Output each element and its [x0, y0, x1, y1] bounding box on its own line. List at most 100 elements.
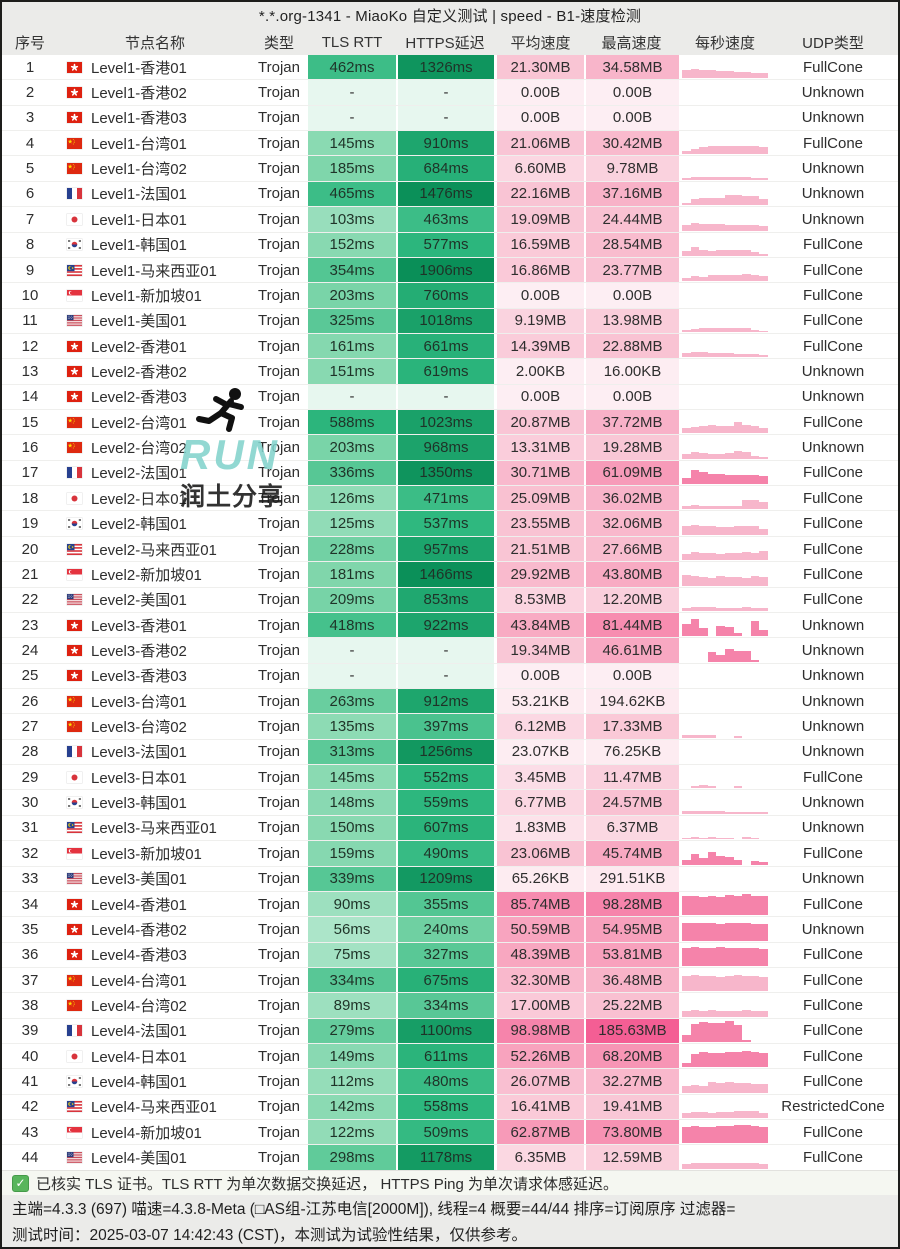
tls-rtt-cell: 150ms [308, 815, 396, 841]
node-name: Level2-香港03 [91, 389, 187, 407]
node-name-cell: Level3-日本01 [58, 765, 252, 789]
table-row: 8 Level1-韩国01 Trojan 152ms 577ms 16.59MB 28.54… [2, 232, 898, 258]
max-speed-cell: 11.47MB [584, 765, 679, 790]
speed-histogram [682, 133, 768, 155]
speed-histogram [682, 412, 768, 434]
node-name: Level2-台湾01 [91, 414, 187, 432]
protocol-type: Trojan [258, 388, 300, 406]
table-row: 6 Level1-法国01 Trojan 465ms 1476ms 22.16MB 37.1… [2, 181, 898, 208]
table-row: 7 Level1-日本01 Trojan 103ms 463ms 19.09MB 24.44… [2, 207, 898, 233]
tls-rtt-cell: 228ms [308, 536, 396, 562]
row-index: 21 [21, 565, 39, 583]
row-index: 22 [21, 591, 39, 609]
node-name-cell: Level3-新加坡01 [58, 841, 252, 865]
speed-histogram [682, 793, 768, 814]
table-row: 41 Level4-韩国01 Trojan 112ms 480ms 26.07MB 32.2… [2, 1069, 898, 1095]
protocol-type: Trojan [258, 515, 300, 533]
tls-rtt-cell: 263ms [308, 688, 396, 714]
row-index: 2 [25, 84, 35, 102]
tls-rtt-cell: 181ms [308, 562, 396, 587]
protocol-type: Trojan [258, 58, 300, 76]
flag-hk-icon [67, 898, 82, 910]
speed-histogram [682, 235, 768, 256]
table-row: 3 Level1-香港03 Trojan - -0.00B 0.00B Unknown [2, 105, 898, 132]
avg-speed-cell: 3.45MB [497, 765, 584, 790]
max-speed-cell: 16.00KB [584, 359, 679, 384]
speed-histogram [682, 844, 768, 865]
speed-histogram [682, 159, 768, 180]
https-ping-cell: 327ms [396, 942, 494, 967]
avg-speed-cell: 25.09MB [497, 486, 584, 511]
https-ping-cell: 490ms [396, 841, 494, 866]
node-name-cell: Level4-香港03 [58, 943, 252, 967]
table-row: 23 Level3-香港01 Trojan 418ms 922ms 43.84MB 81.4… [2, 612, 898, 639]
protocol-type: Trojan [258, 1073, 300, 1091]
flag-tw-icon [67, 137, 82, 149]
row-index: 37 [21, 971, 39, 989]
per-second-speed-cell [682, 309, 768, 333]
flag-my-icon [67, 543, 82, 555]
tls-rtt-cell: 89ms [308, 993, 396, 1018]
https-ping-cell: 463ms [396, 207, 494, 232]
avg-speed-cell: 98.98MB [497, 1018, 584, 1044]
per-second-speed-cell [682, 1044, 768, 1068]
flag-jp-icon [67, 1050, 82, 1062]
table-row: 42 Level4-马来西亚01 Trojan 142ms 558ms 16.41MB 19… [2, 1094, 898, 1121]
https-ping-cell: 1018ms [396, 308, 494, 333]
per-second-speed-cell [682, 537, 768, 561]
per-second-speed-cell [682, 359, 768, 383]
node-name: Level1-香港02 [91, 85, 187, 103]
protocol-type: Trojan [258, 996, 300, 1014]
per-second-speed-cell [682, 435, 768, 459]
node-name-cell: Level2-台湾02 [58, 435, 252, 459]
protocol-type: Trojan [258, 920, 300, 938]
node-name-cell: Level1-马来西亚01 [58, 258, 252, 282]
node-name: Level2-美国01 [91, 592, 187, 610]
avg-speed-cell: 23.06MB [497, 841, 584, 866]
https-ping-cell: 552ms [396, 765, 494, 790]
tls-rtt-cell: - [308, 80, 396, 105]
row-index: 8 [25, 236, 35, 254]
table-row: 9 Level1-马来西亚01 Trojan 354ms 1906ms 16.86MB 23… [2, 257, 898, 284]
speed-histogram [682, 996, 768, 1017]
tls-rtt-cell: 161ms [308, 333, 396, 359]
protocol-type: Trojan [258, 362, 300, 380]
tls-rtt-cell: - [308, 105, 396, 131]
table-row: 21 Level2-新加坡01 Trojan 181ms 1466ms 29.92MB 43… [2, 562, 898, 588]
node-name: Level4-香港01 [91, 896, 187, 914]
node-name: Level2-香港02 [91, 363, 187, 381]
udp-type-cell: Unknown [801, 210, 865, 228]
node-name: Level1-马来西亚01 [91, 262, 217, 280]
tls-rtt-cell: 135ms [308, 714, 396, 739]
row-index: 30 [21, 794, 39, 812]
https-ping-cell: 853ms [396, 587, 494, 612]
per-second-speed-cell [682, 410, 768, 434]
avg-speed-cell: 13.31MB [497, 435, 584, 460]
max-speed-cell: 22.88MB [584, 333, 679, 359]
protocol-type: Trojan [258, 312, 300, 330]
row-index: 1 [25, 58, 35, 76]
udp-type-cell: Unknown [801, 616, 865, 634]
flag-sg-icon [67, 1126, 82, 1138]
node-name: Level3-美国01 [91, 871, 187, 889]
udp-type-cell: RestrictedCone [781, 1098, 885, 1116]
protocol-type: Trojan [258, 946, 300, 964]
tls-rtt-cell: 126ms [308, 486, 396, 511]
row-index: 10 [21, 286, 39, 304]
table-row: 19 Level2-韩国01 Trojan 125ms 537ms 23.55MB 32.0… [2, 511, 898, 537]
table-row: 32 Level3-新加坡01 Trojan 159ms 490ms 23.06MB 45.… [2, 841, 898, 867]
tls-rtt-cell: 149ms [308, 1044, 396, 1069]
per-second-speed-cell [682, 740, 768, 764]
max-speed-cell: 0.00B [584, 105, 679, 131]
table-row: 30 Level3-韩国01 Trojan 148ms 559ms 6.77MB 24.57… [2, 790, 898, 816]
table-row: 38 Level4-台湾02 Trojan 89ms 334ms 17.00MB 25.22… [2, 993, 898, 1019]
max-speed-cell: 17.33MB [584, 714, 679, 739]
max-speed-cell: 30.42MB [584, 131, 679, 156]
udp-type-cell: FullCone [802, 946, 864, 964]
per-second-speed-cell [682, 55, 768, 79]
udp-type-cell: FullCone [802, 1123, 864, 1141]
https-ping-cell: 577ms [396, 232, 494, 257]
node-name-cell: Level4-香港02 [58, 917, 252, 941]
column-header-node-name: 节点名称 [124, 34, 185, 52]
flag-fr-icon [67, 188, 82, 200]
